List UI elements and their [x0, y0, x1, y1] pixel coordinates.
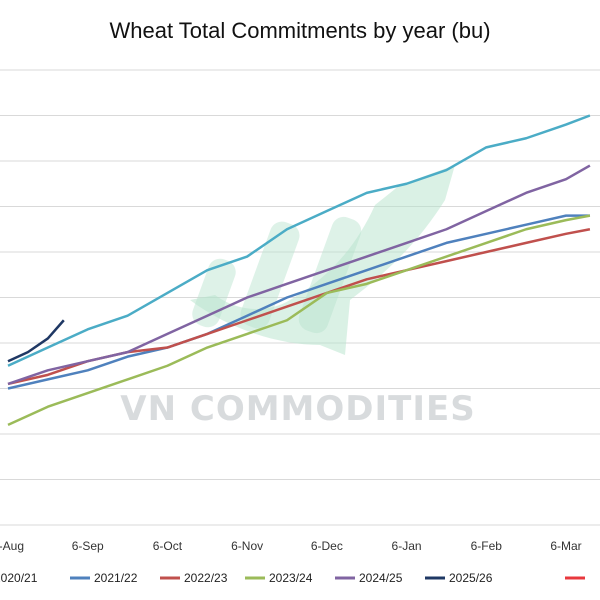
series-line-2020-21: [7, 114, 591, 367]
watermark-bar-2: [240, 221, 300, 329]
watermark-bar-1: [192, 258, 236, 328]
watermark-text: VN COMMODITIES: [120, 389, 475, 429]
legend: 2020/21 2021/22 2022/23 2023/24 2024/25 2025/…: [0, 571, 585, 585]
x-axis-ticks: 6-Aug 6-Sep 6-Oct 6-Nov 6-Dec 6-Jan 6-Feb 6-Mar: [0, 539, 582, 553]
legend-label: 2021/22: [94, 571, 138, 585]
legend-label: 2020/21: [0, 571, 38, 585]
x-tick-label: 6-Jan: [392, 539, 422, 553]
legend-label: 2022/23: [184, 571, 228, 585]
series-line-2023-24: [7, 214, 591, 427]
series-line-2021-22: [7, 214, 590, 390]
series-line-2024-25: [7, 164, 591, 386]
legend-label: 2023/24: [269, 571, 313, 585]
x-tick-label: 6-Feb: [471, 539, 503, 553]
chart-title: Wheat Total Commitments by year (bu): [109, 18, 490, 43]
legend-label: 2025/26: [449, 571, 493, 585]
x-tick-label: 6-Mar: [550, 539, 581, 553]
series-layer: [7, 114, 591, 427]
x-tick-label: 6-Sep: [72, 539, 104, 553]
legend-label: 2024/25: [359, 571, 403, 585]
x-tick-label: 6-Aug: [0, 539, 24, 553]
watermark-logo: VN COMMODITIES: [120, 165, 475, 429]
watermark-bar-3: [298, 216, 362, 334]
series-line-2025-26: [7, 319, 65, 363]
x-tick-label: 6-Nov: [231, 539, 263, 553]
x-tick-label: 6-Oct: [153, 539, 183, 553]
x-tick-label: 6-Dec: [311, 539, 343, 553]
watermark-arrow-shape: [190, 165, 455, 355]
